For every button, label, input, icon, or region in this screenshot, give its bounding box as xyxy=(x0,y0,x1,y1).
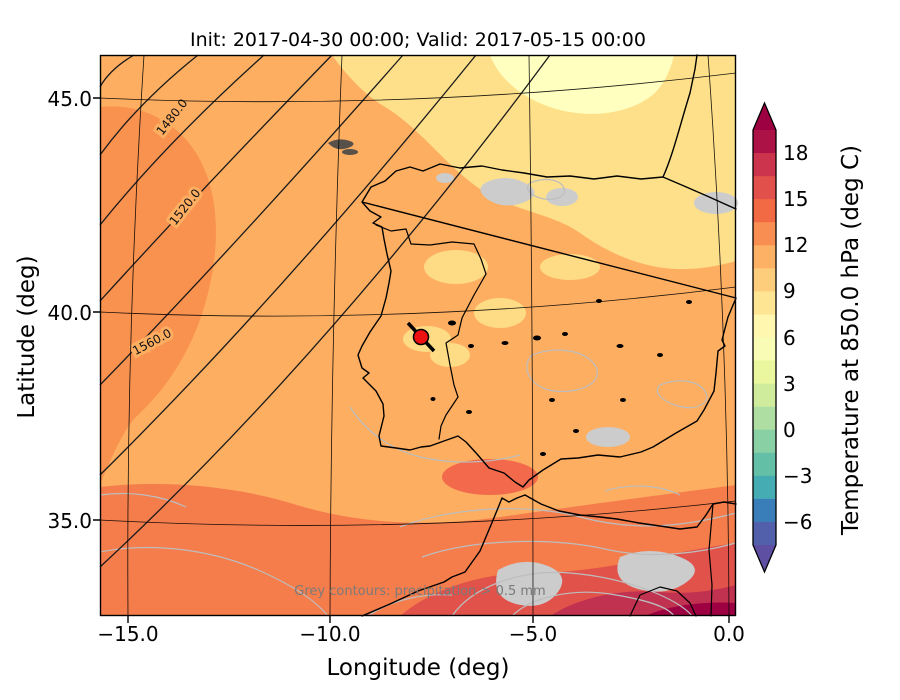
colorbar-band xyxy=(753,337,776,362)
colorbar-tick-label: 9 xyxy=(783,279,796,304)
colorbar-tick-label: 15 xyxy=(783,187,809,212)
precipitation-contours xyxy=(99,178,737,617)
colorbar-tick-label: 12 xyxy=(783,233,809,258)
colorbar xyxy=(752,101,777,574)
terrain-speck xyxy=(328,139,358,155)
colorbar-band xyxy=(753,498,776,523)
colorbar-label: Temperature at 850.0 hPa (deg C) xyxy=(838,144,864,536)
colorbar-tick-label: 18 xyxy=(783,141,809,166)
colorbar-tick-label: −6 xyxy=(783,509,813,534)
temp-band-cream xyxy=(490,55,674,114)
colorbar-band xyxy=(753,153,776,177)
colorbar-band xyxy=(753,291,776,316)
temp-patch xyxy=(424,250,488,284)
x-tick-label: 0.0 xyxy=(713,622,745,646)
coastlines xyxy=(357,54,737,617)
iberia-coastline xyxy=(357,54,737,488)
y-axis-label: Latitude (deg) xyxy=(14,255,40,419)
colorbar-tick-label: 3 xyxy=(783,371,796,396)
colorbar-band xyxy=(753,176,776,200)
x-tick-label: −5.0 xyxy=(508,622,558,646)
reservoir-specks xyxy=(430,299,692,456)
plot-title: Init: 2017-04-30 00:00; Valid: 2017-05-1… xyxy=(190,29,646,51)
colorbar-band xyxy=(753,429,776,454)
colorbar-gradient xyxy=(753,130,776,546)
colorbar-outline xyxy=(752,101,777,574)
temp-patch xyxy=(540,254,600,280)
colorbar-extend-bottom xyxy=(753,545,776,572)
africa-coastline xyxy=(361,494,737,617)
colorbar-extend-top xyxy=(753,103,776,130)
graticule xyxy=(99,54,737,617)
geopotential-contours xyxy=(99,54,551,568)
temp-band-darkest xyxy=(645,602,736,616)
colorbar-band xyxy=(753,130,776,154)
colorbar-band xyxy=(753,245,776,269)
colorbar-band xyxy=(753,475,776,500)
africa-borders xyxy=(629,503,714,617)
temp-patch xyxy=(474,298,526,328)
colorbar-band xyxy=(753,314,776,339)
x-axis-label: Longitude (deg) xyxy=(326,655,510,681)
colorbar-tick-label: 6 xyxy=(783,325,796,350)
colorbar-band xyxy=(753,452,776,477)
temp-patch-hot xyxy=(442,459,538,495)
colorbar-tick-labels: 18 15 12 9 6 3 0 −3 −6 xyxy=(783,0,843,700)
temp-band-left-deep xyxy=(100,106,216,485)
temperature-field xyxy=(100,55,736,616)
precipitation-note: Grey contours: precipitation > 0.5 mm xyxy=(294,584,545,599)
axis-tick-marks xyxy=(93,97,730,623)
colorbar-band xyxy=(753,268,776,292)
station-marker xyxy=(406,321,436,353)
y-tick-label: 45.0 xyxy=(47,87,92,111)
y-tick-label: 35.0 xyxy=(47,509,92,533)
colorbar-band xyxy=(753,406,776,431)
x-tick-label: −15.0 xyxy=(97,622,159,646)
colorbar-tick-label: −3 xyxy=(783,463,813,488)
colorbar-band xyxy=(753,360,776,385)
portugal-spain-border xyxy=(375,224,487,440)
axes-frame xyxy=(99,54,737,617)
colorbar-band xyxy=(753,199,776,223)
map-plot: 1480.0 1520.0 1560.0 xyxy=(93,54,738,623)
colorbar-tick-label: 0 xyxy=(783,417,796,442)
x-tick-label: −10.0 xyxy=(299,622,361,646)
colorbar-band xyxy=(753,383,776,408)
colorbar-band xyxy=(753,521,776,546)
colorbar-band xyxy=(753,222,776,246)
y-tick-label: 40.0 xyxy=(47,301,92,325)
